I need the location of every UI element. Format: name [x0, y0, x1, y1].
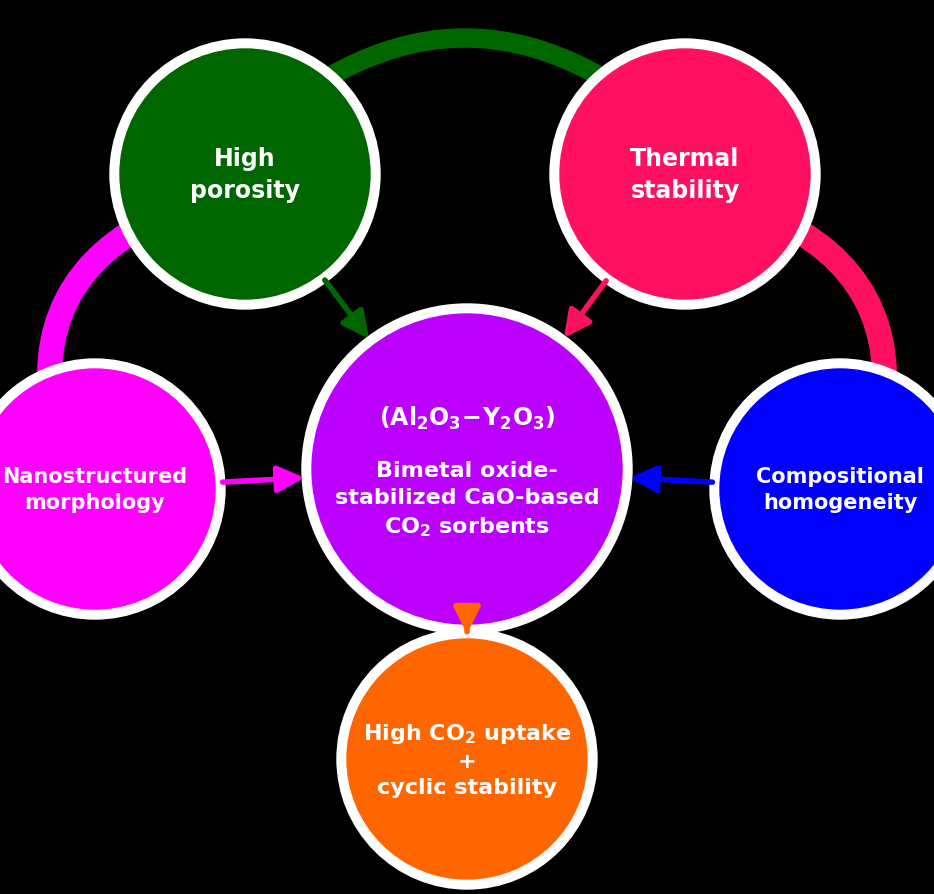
Circle shape	[110, 40, 380, 309]
FancyArrowPatch shape	[50, 216, 163, 426]
Text: High $\mathbf{CO_2}$ uptake
+
cyclic stability: High $\mathbf{CO_2}$ uptake + cyclic sta…	[362, 721, 572, 797]
FancyArrowPatch shape	[568, 282, 606, 333]
FancyArrowPatch shape	[636, 468, 713, 491]
FancyArrowPatch shape	[768, 215, 884, 426]
Circle shape	[347, 639, 587, 879]
Text: Compositional
homogeneity: Compositional homogeneity	[756, 467, 924, 512]
Circle shape	[0, 369, 215, 610]
Circle shape	[302, 305, 632, 634]
Text: Thermal
stability: Thermal stability	[630, 147, 740, 203]
Circle shape	[0, 359, 225, 620]
Text: Bimetal oxide-
stabilized CaO-based
$\mathbf{CO_2}$ sorbents: Bimetal oxide- stabilized CaO-based $\ma…	[334, 461, 600, 538]
Text: $\mathbf{(Al_2O_3\!-\!Y_2O_3)}$: $\mathbf{(Al_2O_3\!-\!Y_2O_3)}$	[379, 404, 555, 431]
Circle shape	[720, 369, 934, 610]
FancyArrowPatch shape	[325, 281, 365, 334]
Circle shape	[337, 629, 597, 889]
Text: High
porosity: High porosity	[190, 147, 300, 203]
Circle shape	[312, 315, 622, 624]
Circle shape	[710, 359, 934, 620]
Circle shape	[550, 40, 820, 309]
FancyArrowPatch shape	[456, 606, 478, 632]
FancyArrowPatch shape	[222, 468, 298, 491]
Text: Nanostructured
morphology: Nanostructured morphology	[3, 467, 188, 512]
Circle shape	[120, 50, 370, 299]
FancyArrowPatch shape	[277, 39, 653, 114]
Circle shape	[560, 50, 810, 299]
